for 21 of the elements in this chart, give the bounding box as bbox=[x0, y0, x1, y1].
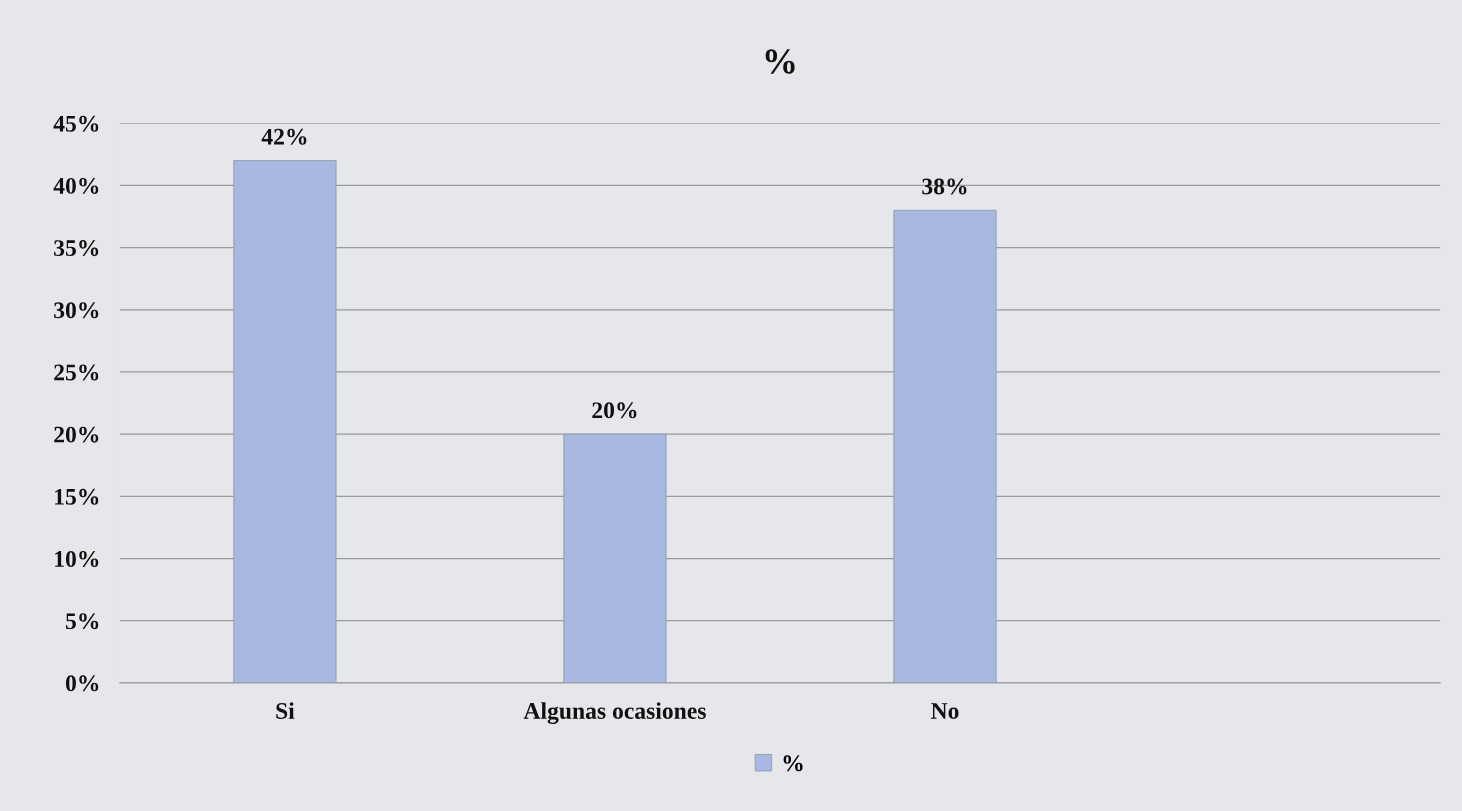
x-tick-label: Algunas ocasiones bbox=[523, 702, 706, 724]
y-tick-label: 45% bbox=[53, 115, 99, 132]
legend-label: % bbox=[783, 755, 803, 772]
text: 42% bbox=[261, 128, 307, 145]
x-tick-label: No bbox=[931, 703, 959, 719]
y-tick-label: 40% bbox=[53, 177, 99, 194]
y-tick-label: 35% bbox=[54, 240, 99, 257]
bar bbox=[563, 433, 667, 683]
text: 20% bbox=[592, 402, 637, 419]
text: 38% bbox=[922, 178, 967, 195]
chart-title: % bbox=[765, 49, 795, 74]
y-tick-label: 20% bbox=[54, 426, 99, 443]
bar bbox=[893, 209, 997, 683]
y-tick-label: 25% bbox=[54, 364, 99, 381]
y-tick-label: 30% bbox=[54, 302, 99, 319]
y-tick-label: 10% bbox=[55, 551, 99, 568]
x-tick-label: Si bbox=[276, 702, 295, 719]
y-tick-label: 15% bbox=[55, 488, 99, 505]
bar bbox=[233, 160, 337, 683]
y-tick-label: 0% bbox=[65, 675, 99, 692]
y-tick-label: 5% bbox=[65, 613, 99, 630]
